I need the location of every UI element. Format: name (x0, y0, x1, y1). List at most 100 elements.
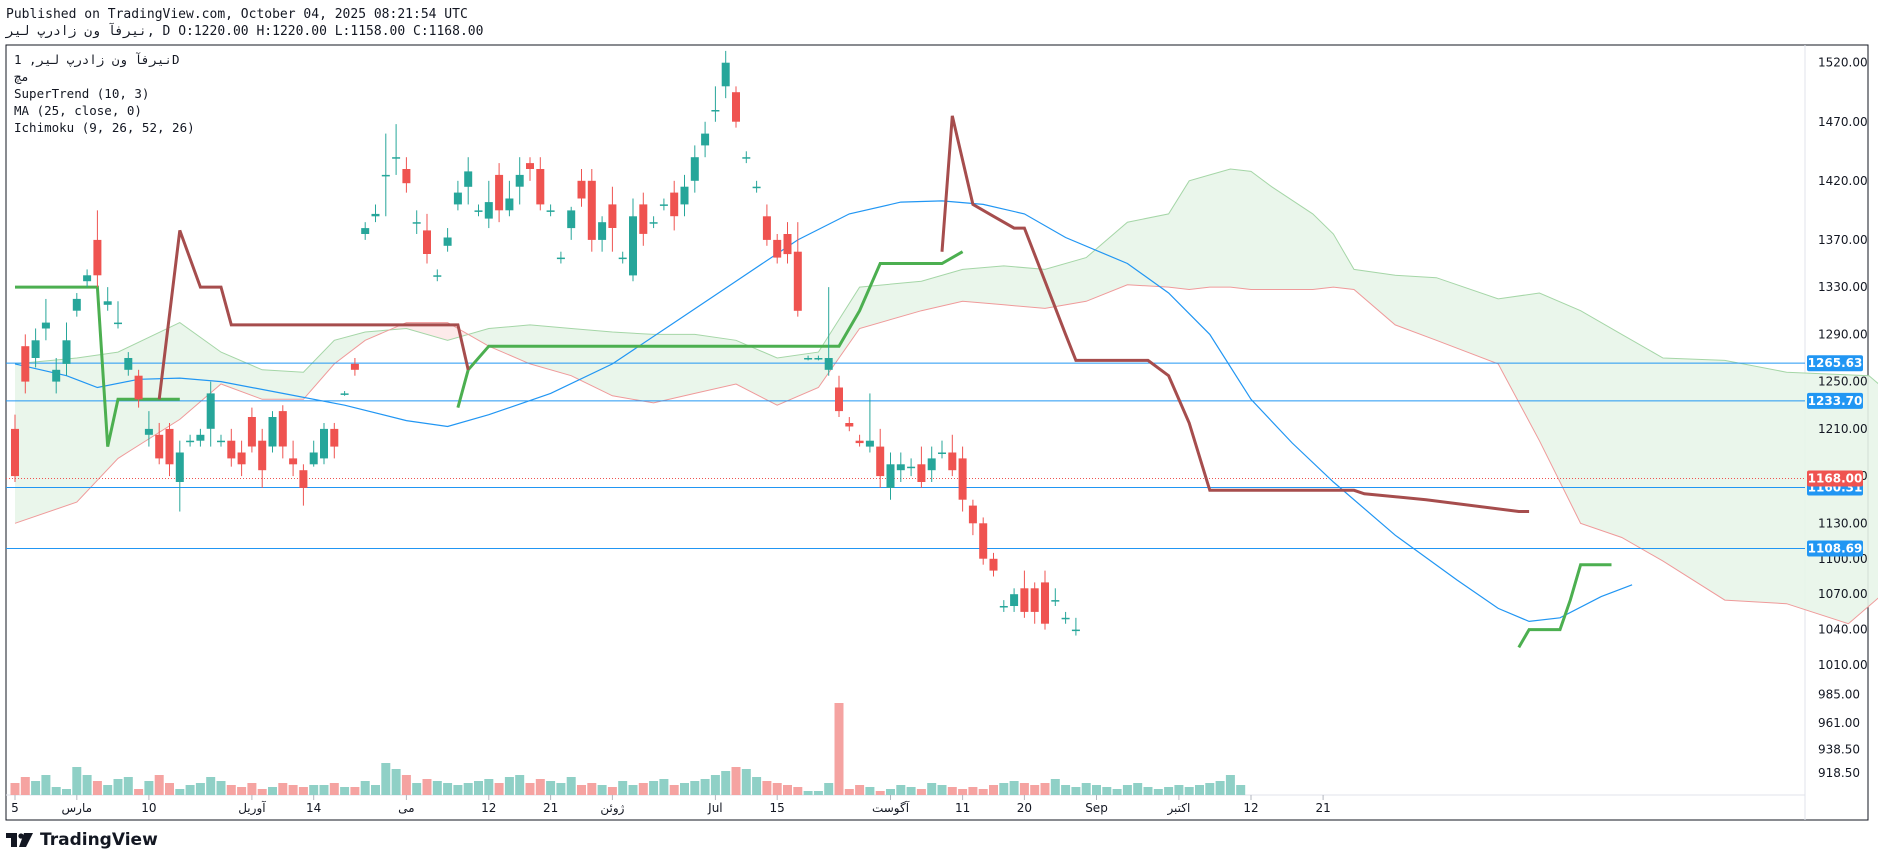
candle[interactable] (402, 157, 411, 193)
candle[interactable] (907, 458, 916, 477)
candle[interactable] (1051, 588, 1060, 607)
candle[interactable] (237, 440, 246, 477)
tradingview-logo[interactable]: TradingView (6, 830, 158, 850)
candle[interactable] (350, 357, 359, 376)
candle[interactable] (711, 86, 720, 122)
supertrend-down-line[interactable] (940, 115, 1530, 513)
price-badge[interactable]: 1108.69 (1807, 540, 1863, 557)
candle[interactable] (814, 355, 823, 361)
candle[interactable] (855, 434, 864, 447)
candle[interactable] (155, 422, 164, 465)
candle[interactable] (526, 157, 534, 181)
candle[interactable] (680, 174, 689, 217)
candle[interactable] (278, 405, 287, 459)
legend-ma[interactable]: MA (25, close, 0) (14, 103, 142, 118)
candle[interactable] (721, 50, 730, 99)
candle[interactable] (330, 422, 339, 459)
candle[interactable] (556, 251, 565, 264)
candle[interactable] (443, 228, 452, 252)
candle[interactable] (144, 411, 153, 447)
candle[interactable] (896, 452, 905, 483)
candle[interactable] (762, 204, 771, 246)
candle[interactable] (690, 145, 699, 193)
candle[interactable] (474, 204, 483, 217)
candle[interactable] (505, 180, 514, 217)
supertrend-up-line[interactable] (15, 285, 180, 447)
candle[interactable] (247, 407, 256, 453)
candle[interactable] (453, 180, 462, 211)
candle[interactable] (196, 428, 205, 447)
candle[interactable] (268, 411, 277, 453)
candle[interactable] (618, 251, 627, 264)
candle[interactable] (433, 269, 442, 282)
candle[interactable] (72, 293, 81, 317)
candle[interactable] (165, 422, 174, 477)
candle[interactable] (989, 552, 998, 577)
candle[interactable] (608, 186, 617, 252)
candle[interactable] (423, 213, 431, 264)
candle[interactable] (773, 233, 782, 264)
candle[interactable] (134, 369, 143, 408)
candle[interactable] (1010, 588, 1019, 612)
candle[interactable] (793, 222, 802, 317)
candle[interactable] (659, 198, 668, 211)
price-badge[interactable]: 1233.70 (1807, 392, 1863, 409)
candle[interactable] (979, 517, 988, 565)
supertrend-down-line[interactable] (157, 229, 470, 400)
legend-ichimoku[interactable]: Ichimoku (9, 26, 52, 26) (14, 120, 195, 135)
candle[interactable] (783, 222, 792, 264)
candle[interactable] (804, 355, 813, 361)
candle[interactable] (670, 180, 679, 231)
candle[interactable] (227, 428, 236, 467)
candle[interactable] (732, 86, 740, 128)
ma-line[interactable] (14, 200, 1633, 623)
candle[interactable] (52, 357, 61, 394)
candle[interactable] (412, 210, 421, 234)
candle[interactable] (41, 298, 50, 341)
candle[interactable] (1020, 570, 1029, 618)
candle[interactable] (546, 204, 555, 217)
candle[interactable] (1061, 611, 1070, 624)
candle[interactable] (320, 422, 328, 465)
supertrend-up-line[interactable] (456, 250, 964, 408)
candle[interactable] (742, 151, 751, 164)
candle[interactable] (361, 222, 370, 240)
candle[interactable] (701, 121, 710, 158)
price-badge[interactable]: 1265.63 (1807, 355, 1863, 372)
candle[interactable] (577, 169, 586, 207)
candle[interactable] (886, 452, 895, 500)
candle[interactable] (186, 434, 195, 447)
candle[interactable] (999, 600, 1008, 612)
candle[interactable] (927, 446, 936, 483)
candle[interactable] (536, 157, 545, 211)
candle[interactable] (392, 124, 401, 175)
candle[interactable] (11, 414, 19, 483)
last-price-badge[interactable]: 1168.00 (1807, 470, 1863, 487)
candle[interactable] (114, 301, 122, 329)
candle[interactable] (948, 434, 957, 477)
candle[interactable] (835, 375, 843, 418)
candle[interactable] (1030, 582, 1039, 624)
candle[interactable] (289, 440, 298, 477)
candle[interactable] (31, 328, 40, 368)
candle[interactable] (206, 381, 215, 447)
candle[interactable] (103, 287, 112, 311)
candle[interactable] (484, 180, 493, 229)
candle[interactable] (876, 428, 885, 488)
legend-supertrend[interactable]: SuperTrend (10, 3) (14, 86, 150, 101)
candle[interactable] (175, 440, 184, 512)
candle[interactable] (340, 391, 349, 396)
candle[interactable] (917, 446, 926, 488)
candle[interactable] (845, 417, 854, 432)
candle[interactable] (968, 499, 977, 536)
candle[interactable] (62, 322, 71, 376)
candle[interactable] (217, 434, 225, 447)
candle[interactable] (1071, 617, 1080, 636)
candle[interactable] (495, 163, 504, 223)
candle[interactable] (938, 440, 946, 459)
candle[interactable] (598, 216, 607, 252)
candle[interactable] (639, 192, 648, 246)
candle[interactable] (865, 393, 874, 453)
candle[interactable] (752, 180, 761, 193)
